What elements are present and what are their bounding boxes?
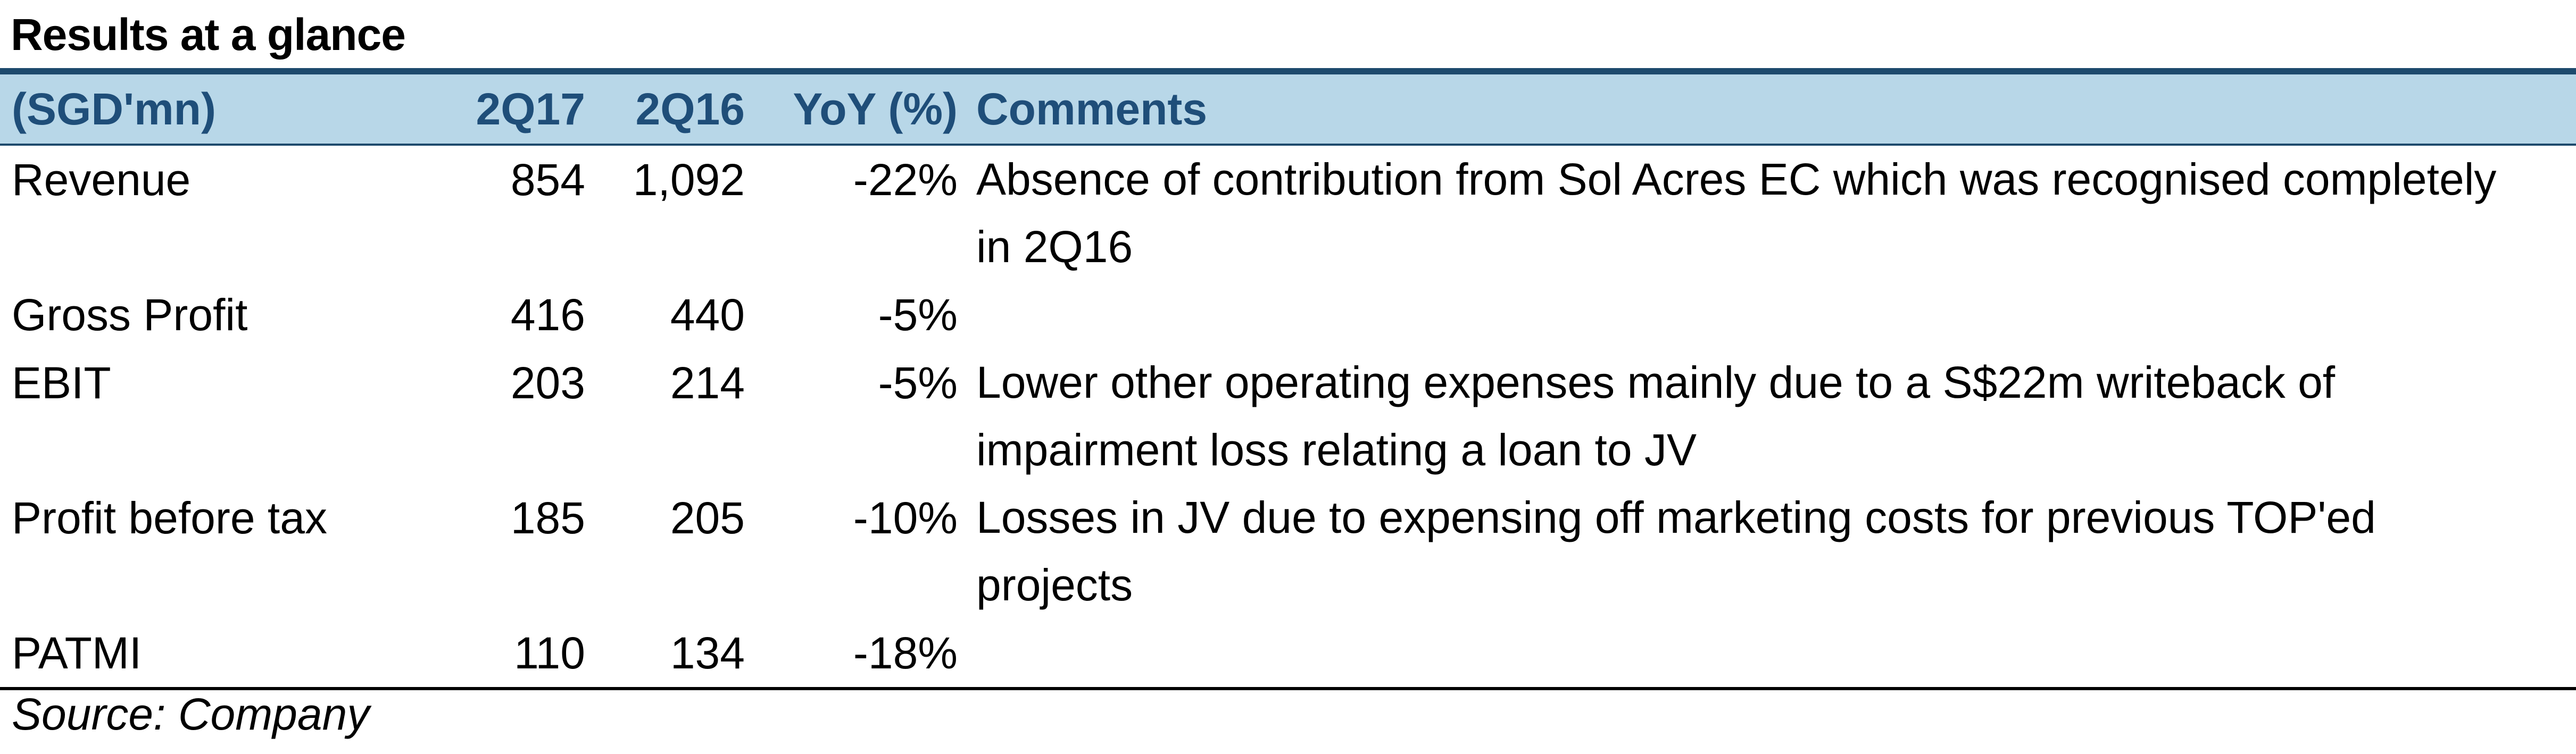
row-yoy-value: -22% bbox=[853, 155, 958, 205]
row-label: Gross Profit bbox=[12, 290, 248, 340]
table-title: Results at a glance bbox=[11, 10, 406, 60]
table-row-gross-profit: Gross Profit 416 440 -5% bbox=[0, 281, 2576, 349]
row-label: Profit before tax bbox=[12, 493, 327, 543]
row-yoy-value: -18% bbox=[853, 628, 958, 678]
table-header-row: (SGD'mn) 2Q17 2Q16 YoY (%) Comments bbox=[0, 74, 2576, 146]
row-label: EBIT bbox=[12, 358, 111, 408]
row-2q16-value: 205 bbox=[670, 493, 745, 543]
row-comment: Absence of contribution from Sol Acres E… bbox=[976, 154, 2497, 272]
header-unit-label: (SGD'mn) bbox=[12, 84, 216, 134]
row-yoy-value: -10% bbox=[853, 493, 958, 543]
source-note: Source: Company bbox=[12, 689, 370, 739]
row-2q17-value: 203 bbox=[510, 358, 585, 408]
table-top-rule bbox=[0, 68, 2576, 74]
table-row-patmi: PATMI 110 134 -18% bbox=[0, 619, 2576, 687]
table-row-revenue: Revenue 854 1,092 -22% Absence of contri… bbox=[0, 146, 2576, 281]
table-row-ebit: EBIT 203 214 -5% Lower other operating e… bbox=[0, 349, 2576, 484]
row-2q16-value: 134 bbox=[670, 628, 745, 678]
header-2q17: 2Q17 bbox=[476, 84, 586, 134]
row-2q16-value: 440 bbox=[670, 290, 745, 340]
row-comment: Lower other operating expenses mainly du… bbox=[976, 357, 2336, 475]
row-yoy-value: -5% bbox=[878, 290, 958, 340]
row-2q17-value: 854 bbox=[510, 155, 585, 205]
row-2q16-value: 1,092 bbox=[633, 155, 745, 205]
row-2q16-value: 214 bbox=[670, 358, 745, 408]
row-2q17-value: 416 bbox=[510, 290, 585, 340]
header-2q16: 2Q16 bbox=[635, 84, 745, 134]
header-comments: Comments bbox=[976, 84, 1208, 134]
table-bottom-rule bbox=[0, 687, 2576, 690]
row-2q17-value: 110 bbox=[514, 628, 585, 678]
row-2q17-value: 185 bbox=[510, 493, 585, 543]
table-row-profit-before-tax: Profit before tax 185 205 -10% Losses in… bbox=[0, 484, 2576, 619]
row-comment: Losses in JV due to expensing off market… bbox=[976, 492, 2376, 610]
row-label: PATMI bbox=[12, 628, 142, 678]
row-label: Revenue bbox=[12, 155, 191, 205]
row-yoy-value: -5% bbox=[878, 358, 958, 408]
results-table: (SGD'mn) 2Q17 2Q16 YoY (%) Comments Reve… bbox=[0, 68, 2576, 690]
header-yoy: YoY (%) bbox=[793, 84, 958, 134]
